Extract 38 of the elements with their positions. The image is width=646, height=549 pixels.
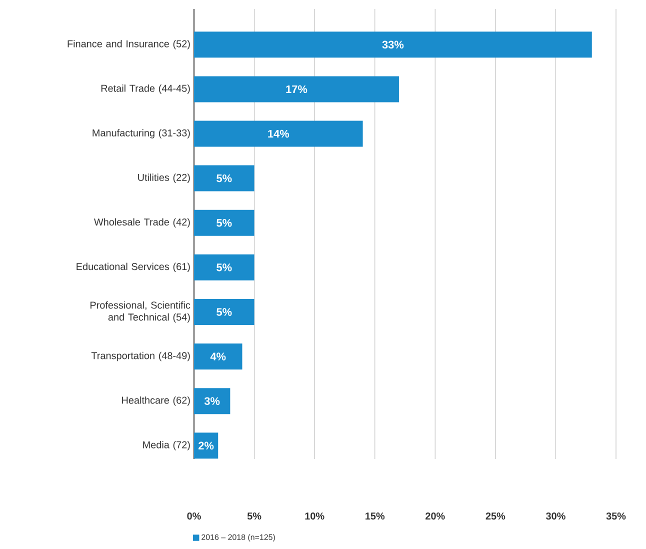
data-label: 17% bbox=[286, 85, 308, 94]
data-label: 5% bbox=[216, 174, 232, 182]
x-tick-label: 30% bbox=[546, 512, 566, 520]
data-label: 4% bbox=[210, 352, 226, 360]
x-tick-label: 25% bbox=[486, 512, 506, 520]
x-tick-label: 35% bbox=[606, 512, 626, 520]
x-tick-label: 15% bbox=[366, 512, 385, 520]
bar bbox=[194, 120, 363, 147]
data-label: 2% bbox=[198, 442, 214, 450]
y-tick-label: Transportation (48-49) bbox=[91, 352, 190, 362]
y-tick-label: Manufacturing (31-33) bbox=[92, 129, 190, 138]
bar bbox=[194, 254, 254, 280]
data-label: 33% bbox=[382, 40, 404, 49]
data-label: 3% bbox=[204, 397, 220, 405]
data-label: 14% bbox=[268, 130, 290, 138]
y-tick-label: Retail Trade (44-45) bbox=[101, 84, 190, 94]
bar bbox=[194, 388, 230, 414]
bar bbox=[194, 32, 592, 58]
x-tick-label: 10% bbox=[305, 512, 324, 520]
data-label: 5% bbox=[216, 264, 232, 272]
bar bbox=[194, 210, 254, 236]
bar bbox=[194, 76, 399, 102]
bar bbox=[194, 344, 242, 370]
y-tick-label: Media (72) bbox=[143, 441, 190, 450]
x-tick-label: 5% bbox=[247, 512, 262, 520]
y-tick-label: Utilities (22) bbox=[138, 174, 190, 183]
bar bbox=[194, 298, 254, 325]
y-tick-label: Professional, Scientific and Technical (54) bbox=[90, 301, 190, 323]
data-label: 5% bbox=[216, 219, 232, 227]
y-tick-label: Educational Services (61) bbox=[76, 262, 190, 272]
bar bbox=[194, 165, 254, 192]
y-tick-label: Wholesale Trade (42) bbox=[94, 218, 190, 228]
y-tick-label: Finance and Insurance (52) bbox=[68, 40, 190, 50]
bar bbox=[194, 432, 218, 459]
x-tick-label: 20% bbox=[426, 512, 445, 520]
data-label: 5% bbox=[216, 308, 232, 316]
y-tick-label: Healthcare (62) bbox=[122, 396, 190, 406]
x-tick-label: 0% bbox=[187, 512, 201, 520]
